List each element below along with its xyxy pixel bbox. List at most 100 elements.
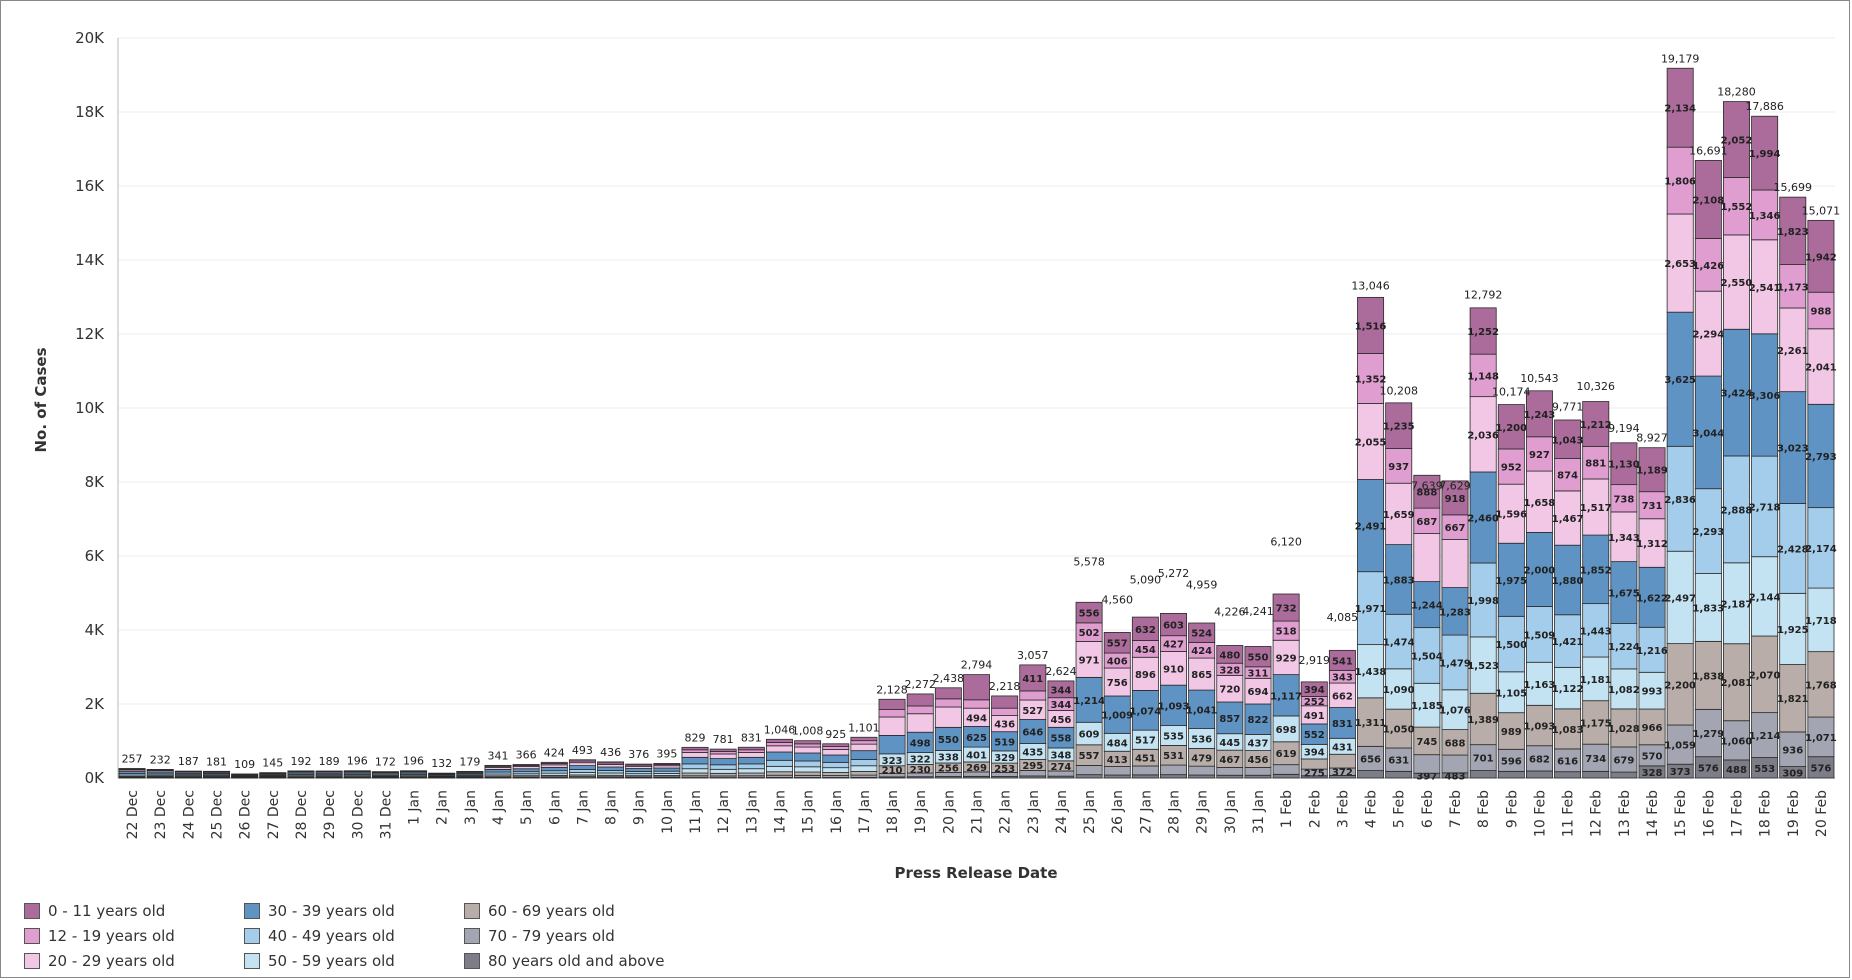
bar-segment xyxy=(681,768,709,774)
bar-segment xyxy=(1554,771,1582,779)
bar-total-label: 109 xyxy=(234,758,255,771)
segment-label: 679 xyxy=(1613,756,1634,767)
bar-segment xyxy=(625,763,653,766)
bar-segment xyxy=(1103,774,1131,779)
segment-label: 667 xyxy=(1445,523,1466,534)
bar-segment xyxy=(1497,770,1525,779)
bar-segment xyxy=(1413,507,1441,534)
x-tick-label: 16 Feb xyxy=(1701,790,1717,837)
bar-total-label: 7,629 xyxy=(1439,480,1471,493)
bar-total-label: 6,120 xyxy=(1270,536,1302,549)
bar-segment xyxy=(1694,573,1722,642)
segment-label: 2,174 xyxy=(1805,544,1837,555)
x-tick-label: 18 Jan xyxy=(885,790,901,834)
legend-swatch xyxy=(24,953,40,969)
segment-label: 2,052 xyxy=(1721,136,1753,147)
bar-segment xyxy=(1723,562,1750,645)
segment-label: 275 xyxy=(1304,768,1325,779)
bar-total-label: 5,578 xyxy=(1073,556,1105,569)
segment-label: 993 xyxy=(1642,687,1663,698)
bar-segment xyxy=(1188,689,1216,730)
bar-segment xyxy=(1497,404,1525,450)
segment-label: 2,718 xyxy=(1749,502,1781,513)
segment-label: 1,523 xyxy=(1467,661,1499,672)
bar-segment xyxy=(1188,765,1216,776)
segment-label: 1,082 xyxy=(1608,685,1640,696)
bar-segment xyxy=(765,765,793,773)
bar-segment xyxy=(1582,700,1610,745)
bar-segment xyxy=(822,749,850,756)
bar-segment xyxy=(1525,606,1553,663)
legend-swatch xyxy=(244,928,260,944)
segment-label: 1,059 xyxy=(1664,741,1696,752)
bar-total-label: 10,174 xyxy=(1492,386,1531,399)
bar-segment xyxy=(1610,623,1638,670)
segment-label: 1,975 xyxy=(1495,576,1527,587)
bar-segment xyxy=(1075,601,1103,624)
segment-label: 491 xyxy=(1304,711,1325,722)
x-tick-label: 15 Feb xyxy=(1673,790,1689,837)
segment-label: 822 xyxy=(1248,715,1269,726)
bar-segment xyxy=(1357,745,1385,772)
bar-segment xyxy=(400,770,428,772)
segment-label: 1,283 xyxy=(1439,607,1471,618)
segment-label: 1,279 xyxy=(1693,729,1725,740)
bar-segment xyxy=(1103,667,1131,697)
segment-label: 1,389 xyxy=(1467,715,1499,726)
segment-label: 952 xyxy=(1501,463,1522,474)
segment-label: 394 xyxy=(1304,685,1325,696)
x-axis-title: Press Release Date xyxy=(894,864,1057,882)
segment-label: 2,055 xyxy=(1355,438,1387,449)
bar-total-label: 15,699 xyxy=(1774,181,1813,194)
segment-label: 274 xyxy=(1051,762,1072,773)
total-labels: 257 232 187 181 109 145 192 189 196 172 196 132 179 3… xyxy=(122,52,1841,771)
bar-segment xyxy=(1666,724,1694,765)
bar-segment xyxy=(1357,770,1385,779)
bar-segment xyxy=(1582,401,1610,447)
segment-label: 2,836 xyxy=(1664,495,1696,506)
bar-segment xyxy=(1272,715,1300,743)
bar-segment xyxy=(794,743,822,748)
x-tick-label: 8 Jan xyxy=(604,790,620,825)
segment-label: 1,443 xyxy=(1580,626,1612,637)
segment-label: 1,925 xyxy=(1777,625,1809,636)
x-tick-label: 30 Jan xyxy=(1223,790,1239,834)
bar-segment xyxy=(1525,436,1553,472)
bar-segment xyxy=(1554,490,1582,546)
bar-segment xyxy=(934,706,962,728)
bar-total-label: 179 xyxy=(459,755,480,768)
bar-segment xyxy=(1666,146,1694,215)
bar-segment xyxy=(1497,542,1525,617)
bar-segment xyxy=(878,698,906,710)
segment-label: 2,108 xyxy=(1693,195,1725,206)
bar-segment xyxy=(484,764,512,767)
bar-segment xyxy=(1328,753,1356,769)
legend-item: 12 - 19 years old xyxy=(24,925,175,947)
segment-label: 2,497 xyxy=(1664,593,1696,604)
bar-segment xyxy=(765,742,793,747)
bar-total-label: 18,280 xyxy=(1717,86,1756,99)
segment-label: 1,224 xyxy=(1608,642,1640,653)
segment-label: 1,883 xyxy=(1383,575,1415,586)
segment-label: 1,311 xyxy=(1355,718,1387,729)
segment-label: 2,187 xyxy=(1721,599,1753,610)
segment-label: 1,060 xyxy=(1721,736,1753,747)
segment-label: 1,185 xyxy=(1411,701,1443,712)
segment-label: 927 xyxy=(1529,450,1550,461)
x-axis-ticks: 22 Dec 23 Dec 24 Dec 25 Dec 26 Dec 27 Dec 28 D… xyxy=(125,790,1830,839)
segment-label: 494 xyxy=(966,713,987,724)
segment-label: 738 xyxy=(1613,494,1634,505)
bar-segment xyxy=(1188,622,1216,643)
segment-label: 2,653 xyxy=(1664,259,1696,270)
bar-total-label: 19,179 xyxy=(1661,52,1700,65)
bar-segment xyxy=(1075,774,1103,779)
bar-segment xyxy=(1385,613,1413,670)
segment-label: 1,105 xyxy=(1495,688,1527,699)
x-tick-label: 3 Feb xyxy=(1335,790,1351,828)
bar-segment xyxy=(1469,770,1497,779)
bar-total-label: 10,543 xyxy=(1520,372,1559,385)
x-tick-label: 4 Feb xyxy=(1364,790,1380,828)
segment-label: 437 xyxy=(1248,738,1269,749)
bar-segment xyxy=(737,751,765,758)
segment-label: 535 xyxy=(1163,732,1184,743)
